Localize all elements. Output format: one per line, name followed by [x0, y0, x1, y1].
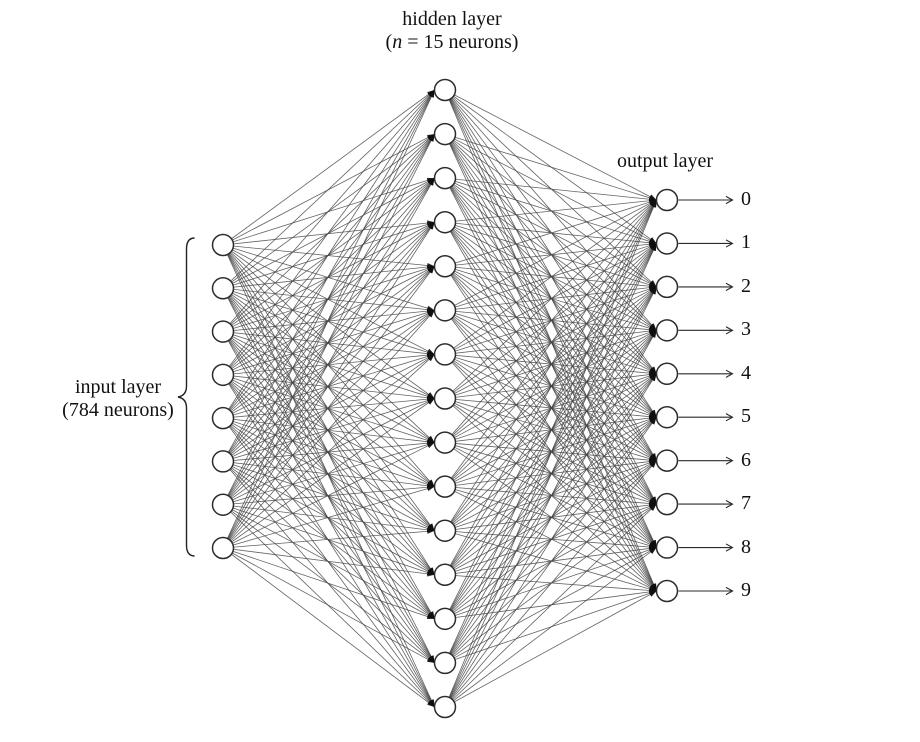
- hidden-neuron-node: [433, 255, 457, 278]
- input-neuron-node: [211, 233, 235, 257]
- edge-arrowhead-icon: [427, 528, 435, 534]
- edge-arrowhead-icon: [427, 354, 435, 362]
- output-digit-label: 1: [741, 231, 751, 254]
- output-digit-label: 8: [741, 535, 751, 558]
- edge-arrowhead-icon: [650, 373, 657, 382]
- edge-arrowhead-icon: [427, 310, 435, 318]
- input-layer-label-line1: input layer: [74, 376, 162, 398]
- input-layer-brace: [177, 237, 195, 557]
- input-neuron-node: [211, 320, 235, 343]
- output-neuron-node: [655, 405, 679, 429]
- edge-arrowhead-icon: [649, 460, 657, 468]
- input-neuron-node: [211, 277, 235, 300]
- math-var-n: n: [392, 31, 403, 53]
- input-neuron-node: [211, 493, 235, 516]
- neuron-nodes: [211, 78, 679, 719]
- right-arrowhead-icon: [725, 543, 734, 552]
- edge-arrowhead-icon: [426, 614, 435, 620]
- hidden-neuron-node: [433, 431, 457, 454]
- output-neuron-node: [655, 188, 679, 212]
- edge-arrowhead-icon: [426, 657, 435, 663]
- hidden-neuron-node: [433, 78, 457, 102]
- right-arrowhead-icon: [725, 326, 734, 335]
- edge-arrowhead-icon: [649, 547, 657, 554]
- hidden-layer-label: hidden layer (n = 15 neurons): [342, 8, 562, 54]
- output-digit-label: 4: [741, 361, 751, 384]
- right-arrowhead-icon: [725, 369, 734, 378]
- right-arrowhead-icon: [725, 456, 734, 465]
- edge-arrowheads: [426, 90, 657, 707]
- right-arrowhead-icon: [725, 282, 734, 291]
- edge-arrowhead-icon: [650, 330, 657, 338]
- right-arrowhead-icon: [725, 195, 734, 205]
- hidden-neuron-node: [433, 299, 457, 322]
- edge-arrowhead-icon: [428, 178, 435, 186]
- edge-arrowhead-icon: [426, 442, 435, 449]
- input-layer-label-line2: (784 neurons): [62, 399, 174, 421]
- right-arrowhead-icon: [725, 413, 734, 422]
- hidden-neuron-node: [433, 563, 457, 587]
- output-neuron-node: [655, 362, 679, 386]
- input-neuron-node: [211, 406, 235, 430]
- output-neuron-node: [655, 232, 679, 255]
- output-neuron-node: [655, 536, 679, 559]
- edge-arrowhead-icon: [648, 591, 657, 597]
- output-neuron-node: [655, 449, 679, 472]
- output-layer-label: output layer: [616, 150, 714, 172]
- hidden-neuron-node: [433, 210, 457, 234]
- hidden-neuron-node: [433, 122, 457, 146]
- right-arrowhead-icon: [725, 500, 734, 509]
- hidden-neuron-node: [433, 519, 457, 542]
- input-neuron-node: [211, 536, 235, 560]
- edge-arrowhead-icon: [428, 266, 435, 274]
- output-digit-label: 7: [741, 492, 751, 515]
- hidden-layer-label-line2: (n = 15 neurons): [385, 31, 519, 53]
- edge-arrowhead-icon: [427, 398, 435, 405]
- hidden-neuron-node: [433, 607, 457, 631]
- edge-arrowhead-icon: [427, 700, 435, 707]
- output-neuron-node: [655, 579, 679, 603]
- edge-arrowhead-icon: [650, 286, 657, 295]
- output-digit-label: 2: [741, 274, 751, 297]
- edge-arrowhead-icon: [428, 134, 435, 142]
- output-digit-label: 9: [741, 579, 751, 602]
- edge-lines: [222, 89, 657, 708]
- input-neuron-node: [211, 450, 235, 473]
- input-neuron-node: [211, 363, 235, 387]
- output-neuron-node: [655, 275, 679, 299]
- edge-arrowhead-icon: [428, 222, 435, 230]
- edge-arrowhead-icon: [429, 90, 435, 98]
- edge-arrowhead-icon: [651, 200, 657, 208]
- curly-brace-icon: [177, 237, 195, 557]
- edge-arrowhead-icon: [426, 486, 435, 492]
- input-layer-label: input layer (784 neurons): [8, 376, 228, 422]
- output-digit-label: 3: [741, 318, 751, 341]
- output-digit-label: 0: [741, 188, 751, 211]
- edge-arrowhead-icon: [651, 243, 657, 252]
- hidden-layer-label-line1: hidden layer: [402, 8, 502, 30]
- hidden-neuron-node: [433, 695, 457, 719]
- edge-arrowhead-icon: [649, 504, 657, 511]
- right-arrowhead-icon: [725, 586, 734, 596]
- output-neuron-node: [655, 492, 679, 516]
- edge-arrowhead-icon: [650, 417, 657, 425]
- output-digit-label: 6: [741, 448, 751, 471]
- hidden-neuron-node: [433, 387, 457, 410]
- right-arrowhead-icon: [725, 239, 734, 248]
- output-digit-label: 5: [741, 405, 751, 428]
- edge-arrowhead-icon: [427, 571, 435, 577]
- output-neuron-node: [655, 319, 679, 342]
- hidden-neuron-node: [433, 475, 457, 498]
- output-arrows: [678, 195, 734, 596]
- hidden-neuron-node: [433, 166, 457, 190]
- hidden-neuron-node: [433, 343, 457, 366]
- hidden-neuron-node: [433, 651, 457, 675]
